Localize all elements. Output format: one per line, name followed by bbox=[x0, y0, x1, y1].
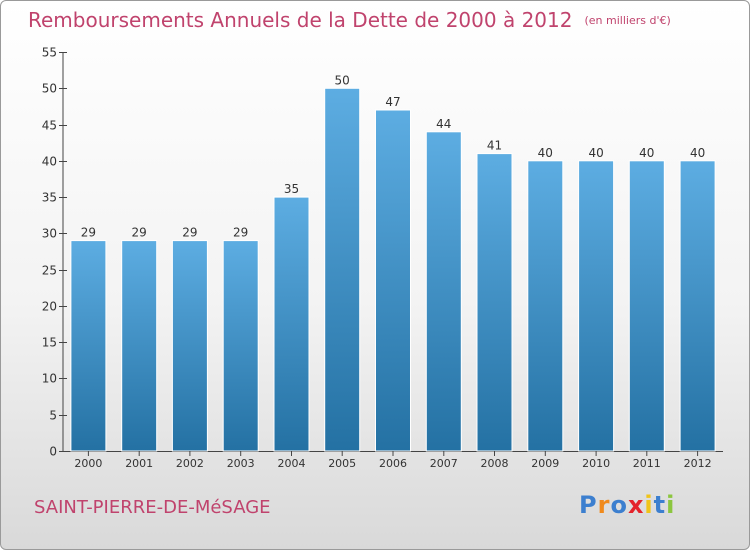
data-label: 35 bbox=[284, 182, 299, 196]
x-tick-label: 2005 bbox=[328, 457, 356, 470]
bars: 29 2000 29 2001 29 2002 29 2003 35 2004 50 2005 47 20… bbox=[70, 73, 716, 470]
bar bbox=[527, 160, 564, 452]
y-tick-label: 20 bbox=[42, 300, 57, 314]
x-tick-label: 2003 bbox=[227, 457, 255, 470]
logo-letter: t bbox=[653, 491, 667, 519]
y-tick-label: 5 bbox=[49, 409, 57, 423]
bar bbox=[121, 240, 158, 452]
y-tick-label: 15 bbox=[42, 336, 57, 350]
chart-title: Remboursements Annuels de la Dette de 20… bbox=[28, 8, 671, 32]
bar bbox=[375, 109, 411, 452]
logo-letter: x bbox=[627, 491, 645, 519]
bar bbox=[476, 153, 513, 452]
x-tick-label: 2002 bbox=[176, 457, 204, 470]
logo-letter: P bbox=[579, 491, 598, 519]
data-label: 40 bbox=[538, 146, 553, 160]
bar bbox=[425, 131, 462, 452]
y-tick-label: 30 bbox=[42, 227, 57, 241]
data-label: 50 bbox=[335, 73, 350, 87]
logo-letter: i bbox=[644, 491, 654, 519]
x-tick-label: 2004 bbox=[278, 457, 306, 470]
y-tick-label: 35 bbox=[42, 191, 57, 205]
x-tick-label: 2010 bbox=[582, 457, 610, 470]
data-label: 41 bbox=[487, 139, 502, 153]
x-tick-label: 2008 bbox=[481, 457, 509, 470]
logo-letter: r bbox=[597, 491, 611, 519]
data-label: 40 bbox=[639, 146, 654, 160]
y-tick-label: 40 bbox=[42, 155, 57, 169]
bar bbox=[324, 87, 361, 452]
data-label: 29 bbox=[132, 226, 147, 240]
x-tick-label: 2001 bbox=[125, 457, 153, 470]
data-label: 44 bbox=[436, 117, 451, 131]
bar bbox=[171, 240, 208, 452]
y-tick-label: 55 bbox=[42, 46, 57, 60]
bar bbox=[70, 240, 107, 452]
data-label: 47 bbox=[385, 95, 400, 109]
x-tick-label: 2009 bbox=[531, 457, 559, 470]
logo-letter: i bbox=[666, 491, 676, 519]
commune-name: SAINT-PIERRE-DE-MéSAGE bbox=[34, 497, 271, 518]
y-tick-label: 50 bbox=[42, 82, 57, 96]
x-tick-label: 2006 bbox=[379, 457, 407, 470]
x-tick-label: 2012 bbox=[684, 457, 712, 470]
y-tick-label: 10 bbox=[42, 372, 57, 386]
logo-letter: o bbox=[610, 491, 628, 519]
x-tick-label: 2007 bbox=[430, 457, 458, 470]
data-label: 40 bbox=[588, 146, 603, 160]
unit-label: (en milliers d'€) bbox=[584, 14, 671, 27]
proxiti-logo: Proxiti bbox=[579, 491, 675, 519]
bar bbox=[222, 240, 259, 452]
y-tick-label: 25 bbox=[42, 264, 57, 278]
x-tick-label: 2011 bbox=[633, 457, 661, 470]
data-label: 29 bbox=[182, 226, 197, 240]
axes: 0 5 10 15 20 25 30 35 40 45 50 55 bbox=[42, 46, 723, 459]
bar bbox=[679, 160, 716, 452]
title-text: Remboursements Annuels de la Dette de 20… bbox=[28, 8, 573, 32]
data-label: 29 bbox=[81, 226, 96, 240]
y-tick-label: 0 bbox=[49, 445, 57, 459]
bar bbox=[273, 196, 310, 452]
data-label: 40 bbox=[690, 146, 705, 160]
bar bbox=[578, 160, 615, 452]
y-tick-label: 45 bbox=[42, 119, 57, 133]
data-label: 29 bbox=[233, 226, 248, 240]
bar bbox=[628, 160, 665, 452]
x-tick-label: 2000 bbox=[74, 457, 102, 470]
